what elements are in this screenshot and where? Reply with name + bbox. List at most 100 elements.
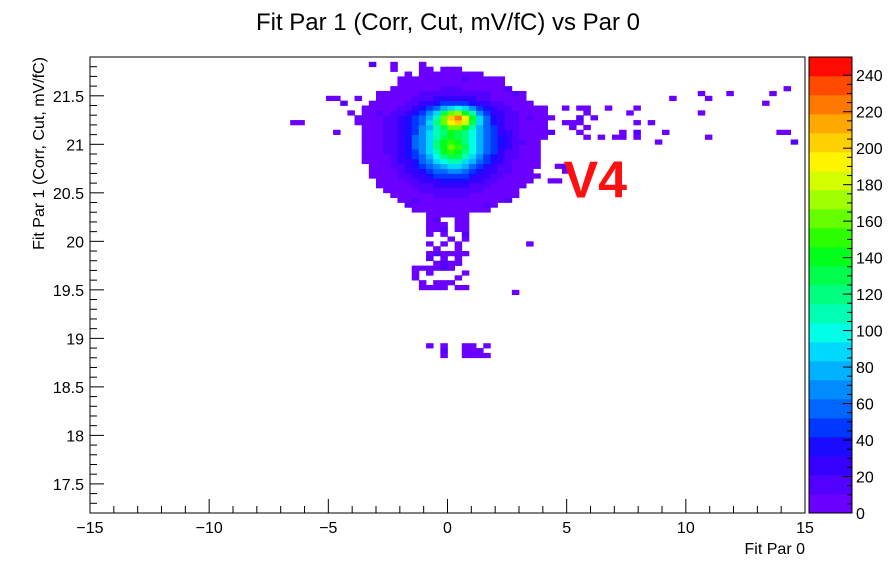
heatmap-cell	[418, 168, 427, 174]
heatmap-cell	[468, 120, 477, 126]
heatmap-cell	[511, 192, 520, 199]
heatmap-cell	[468, 197, 477, 203]
heatmap-cell	[333, 95, 341, 102]
heatmap-cell	[476, 110, 484, 116]
heatmap-cell	[611, 134, 620, 140]
y-tick-label: 18.5	[53, 380, 84, 397]
heatmap-cell	[440, 231, 448, 237]
heatmap-cell	[411, 90, 420, 97]
heatmap-cell	[476, 134, 484, 140]
heatmap-cell	[440, 139, 448, 145]
heatmap-cell	[440, 95, 448, 102]
heatmap-cell	[440, 100, 448, 106]
colorbar-band	[809, 209, 852, 229]
heatmap-cell	[447, 212, 455, 218]
heatmap-cell	[397, 86, 405, 92]
heatmap-cell	[704, 134, 713, 140]
heatmap-cell	[383, 90, 391, 97]
heatmap-cell	[540, 115, 548, 121]
heatmap-cell	[468, 192, 477, 199]
heatmap-cell	[368, 129, 377, 135]
heatmap-cell	[426, 90, 434, 97]
heatmap-cell	[511, 183, 520, 189]
heatmap-cell	[483, 81, 491, 87]
heatmap-cell	[447, 183, 455, 189]
heatmap-cell	[376, 120, 384, 126]
heatmap-cell	[447, 265, 455, 271]
heatmap-cell	[433, 285, 441, 291]
heatmap-cell	[461, 100, 470, 106]
heatmap-cell	[390, 95, 398, 102]
heatmap-cell	[454, 197, 463, 203]
heatmap-cell	[418, 134, 427, 140]
heatmap-cell	[497, 168, 506, 174]
heatmap-cell	[583, 105, 591, 111]
heatmap-cell	[526, 139, 534, 145]
colorbar-band	[809, 114, 852, 134]
heatmap-cell	[390, 134, 398, 140]
heatmap-cell	[411, 100, 420, 106]
heatmap-cell	[454, 154, 463, 160]
heatmap-cell	[397, 178, 405, 184]
heatmap-cell	[390, 192, 398, 199]
heatmap-cell	[490, 76, 498, 82]
heatmap-cell	[426, 285, 434, 291]
heatmap-cell	[461, 81, 470, 87]
heatmap-cell	[361, 110, 370, 116]
heatmap-cell	[447, 158, 455, 165]
heatmap-cell	[397, 187, 405, 194]
heatmap-cell	[633, 134, 641, 140]
heatmap-cell	[411, 154, 420, 160]
heatmap-cell	[526, 144, 534, 150]
heatmap-cell	[519, 110, 527, 116]
heatmap-cell	[483, 139, 491, 145]
heatmap-cell	[390, 86, 398, 92]
heatmap-cell	[468, 178, 477, 184]
heatmap-cell	[454, 81, 463, 87]
heatmap-cell	[526, 149, 534, 155]
heatmap-cell	[468, 144, 477, 150]
heatmap-cell	[561, 105, 570, 111]
heatmap-cell	[376, 134, 384, 140]
heatmap-cell	[504, 168, 513, 174]
heatmap-cell	[461, 134, 470, 140]
heatmap-cell	[426, 71, 434, 77]
heatmap-cell	[497, 120, 506, 126]
heatmap-cell	[504, 183, 513, 189]
heatmap-cell	[418, 124, 427, 131]
heatmap-cell	[483, 207, 491, 213]
heatmap-cell	[554, 163, 563, 169]
heatmap-cell	[383, 129, 391, 135]
heatmap-cell	[511, 144, 520, 150]
heatmap-cell	[390, 139, 398, 145]
heatmap-cell	[497, 178, 506, 184]
heatmap-cell	[411, 265, 420, 271]
heatmap-cell	[411, 207, 420, 213]
heatmap-cell	[426, 100, 434, 106]
heatmap-cell	[440, 173, 448, 179]
heatmap-cell	[418, 90, 427, 97]
heatmap-cell	[340, 100, 348, 106]
heatmap-cell	[426, 86, 434, 92]
heatmap-cell	[368, 120, 377, 126]
heatmap-cell	[468, 158, 477, 165]
heatmap-cell	[447, 110, 455, 116]
heatmap-cell	[368, 139, 377, 145]
colorbar: 0 20 40 60 80 100 120 140 160 180 200 220 240	[808, 56, 883, 523]
heatmap-cell	[418, 86, 427, 92]
heatmap-cell	[418, 192, 427, 199]
heatmap-cell	[540, 124, 548, 131]
heatmap-cell	[368, 100, 377, 106]
heatmap-cell	[368, 105, 377, 111]
heatmap-cell	[476, 76, 484, 82]
heatmap-cell	[397, 95, 405, 102]
heatmap-cell	[561, 120, 570, 126]
heatmap-cell	[468, 168, 477, 174]
heatmap-cell	[476, 207, 484, 213]
heatmap-cell	[511, 163, 520, 169]
heatmap-cell	[418, 187, 427, 194]
heatmap-cell	[426, 139, 434, 145]
heatmap-cell	[440, 183, 448, 189]
heatmap-cell	[447, 260, 455, 266]
heatmap-cell	[476, 352, 484, 359]
